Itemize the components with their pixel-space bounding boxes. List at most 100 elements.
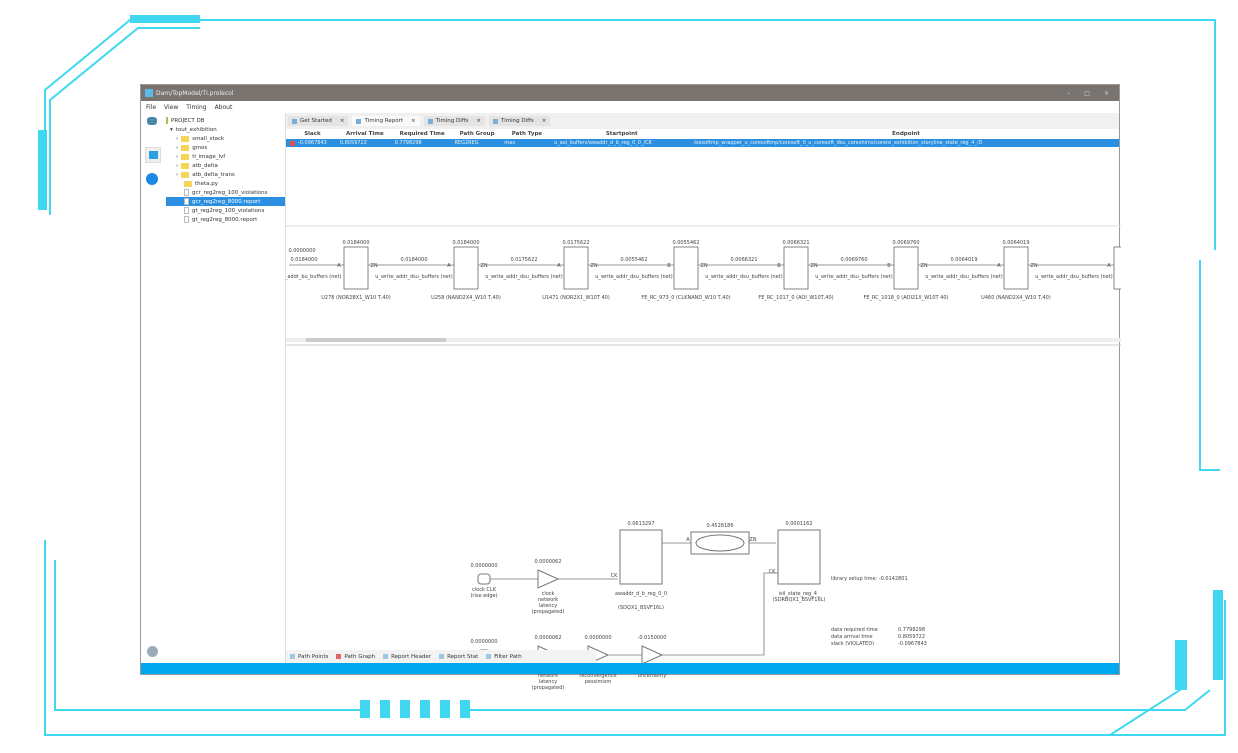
- path-stage[interactable]: 0.0064019 A ZN u_write_addr_dsu_buffers (ne…: [925, 240, 1059, 301]
- minimize-button[interactable]: –: [1067, 89, 1071, 97]
- menu-view[interactable]: View: [164, 103, 179, 111]
- tab-icon: [356, 118, 362, 124]
- table-cell: max: [504, 140, 516, 146]
- table-cell: 0.8059722: [339, 140, 367, 146]
- tab-3[interactable]: Timing Diffs ×: [489, 116, 551, 126]
- file-icon: [184, 216, 189, 223]
- component-label: clock CLK: [472, 587, 497, 593]
- bottom-tab-1[interactable]: Path Graph: [336, 654, 375, 660]
- project-tree: PROJECT DB ▾ tout_exhibition › small_sta…: [166, 116, 285, 224]
- close-tab-icon[interactable]: ×: [476, 118, 482, 124]
- path-stage[interactable]: 0.0175622 A ZN u_write_addr_dsu_buffers (ne…: [485, 240, 619, 301]
- cell-block[interactable]: [1003, 246, 1029, 290]
- clock-time-label: 0.0000000: [470, 639, 497, 645]
- tree-item[interactable]: gcr_reg2reg_8000.report: [166, 197, 285, 206]
- table-cell: REG2REG: [454, 140, 479, 146]
- table-cell: /oesoftmp_wrapper_u_coresoftmp/coresoft_…: [693, 140, 983, 146]
- close-tab-icon[interactable]: ×: [541, 118, 547, 124]
- close-tab-icon[interactable]: ×: [339, 118, 345, 124]
- path-stage[interactable]: Au_write_addr_dsu_buffers (net): [1035, 246, 1121, 290]
- tree-item-label: atb_delta: [192, 162, 218, 169]
- input-pin-label: A: [337, 263, 341, 269]
- cell-block[interactable]: [563, 246, 589, 290]
- component-label: network: [538, 673, 558, 679]
- close-tab-icon[interactable]: ×: [411, 118, 416, 124]
- app-window: Dam/TopModel/TI.prolecol – □ × File View…: [140, 84, 1121, 691]
- capture-flipflop[interactable]: [777, 529, 821, 585]
- column-header[interactable]: Endpoint: [892, 131, 920, 137]
- column-header[interactable]: Arrival Time: [345, 131, 384, 137]
- tab-2[interactable]: Timing Diffs ×: [423, 116, 486, 126]
- tab-0[interactable]: Get Started ×: [288, 116, 349, 126]
- summary-label: data required time: [831, 627, 878, 633]
- path-stage[interactable]: 0.0055462 B ZN u_write_addr_dsu_buffers (ne…: [595, 240, 730, 301]
- project-icon[interactable]: [147, 117, 157, 125]
- scrollbar-thumb[interactable]: [306, 338, 446, 342]
- uncertainty-buffer[interactable]: [641, 645, 664, 665]
- tree-item[interactable]: › atb_delta_trans: [176, 171, 235, 178]
- window-title: Dam/TopModel/TI.prolecol: [156, 89, 234, 97]
- horizontal-scrollbar[interactable]: [286, 338, 1121, 342]
- menu-file[interactable]: File: [146, 103, 157, 111]
- column-header[interactable]: Path Type: [511, 131, 543, 137]
- column-header[interactable]: Slack: [304, 131, 321, 137]
- tree-item[interactable]: gcr_reg2reg_100_violations: [166, 188, 285, 197]
- tree-root[interactable]: PROJECT DB: [166, 116, 285, 125]
- cell-block[interactable]: [893, 246, 919, 290]
- tree-group[interactable]: ▾ tout_exhibition: [170, 126, 217, 133]
- cell-block[interactable]: [343, 246, 369, 290]
- column-header[interactable]: Required Time: [399, 131, 445, 137]
- main-panel: Get Started × Timing Report × Timing Diffs × T…: [286, 113, 1121, 691]
- output-pin-label: ZN: [700, 263, 707, 269]
- column-header[interactable]: Startpoint: [605, 131, 638, 137]
- monitor-icon[interactable]: [145, 147, 161, 163]
- tree-item[interactable]: gt_reg2reg_8000.report: [166, 215, 285, 224]
- bottom-tab-0[interactable]: Path Points: [290, 654, 328, 660]
- cell-block[interactable]: [1113, 246, 1121, 290]
- tree-item[interactable]: gt_reg2reg_100_violations: [166, 206, 285, 215]
- menu-about[interactable]: About: [214, 103, 233, 111]
- tab-label: Timing Diffs: [501, 118, 534, 124]
- column-header[interactable]: Path Group: [459, 131, 495, 137]
- tree-item[interactable]: › small_stack: [176, 135, 225, 142]
- bottom-tab-icon: [486, 654, 492, 659]
- clock-buffer[interactable]: [537, 569, 560, 589]
- gear-icon[interactable]: [147, 646, 158, 657]
- path-stage[interactable]: 0.0184000 A ZN u_write_addr_dsu_buffers (ne…: [375, 240, 509, 301]
- maximize-button[interactable]: □: [1084, 89, 1090, 97]
- tree-item[interactable]: › tl_image_lvf: [176, 153, 226, 160]
- latency-label: 0.0000062: [534, 635, 561, 641]
- sidebar: PROJECT DB ▾ tout_exhibition › small_sta…: [141, 113, 286, 663]
- table-row[interactable]: -0.0967843 0.8059722 0.7798298 REG2REG max u_…: [286, 139, 1119, 147]
- path-stage[interactable]: 0.0069760 B ZN u_write_addr_dsu_buffers (ne…: [815, 240, 949, 301]
- path-stage[interactable]: 0.0184000 A ZN u_write_addr_bu_buffers (net…: [286, 240, 399, 301]
- bottom-tab-3[interactable]: Report Stat: [439, 654, 478, 660]
- file-icon: [184, 189, 189, 196]
- tree-root-label: PROJECT DB: [171, 117, 205, 124]
- summary-label: data arrival time: [831, 634, 873, 640]
- settings-icon[interactable]: [146, 173, 158, 185]
- cell-block[interactable]: [453, 246, 479, 290]
- output-pin-label: ZN: [810, 263, 817, 269]
- tree-item[interactable]: › gmos: [176, 144, 208, 151]
- cell-block[interactable]: [673, 246, 699, 290]
- path-stage[interactable]: 0.0066321 B ZN u_write_addr_dsu_buffers (ne…: [705, 240, 839, 301]
- net-label: u_write_addr_dsu_buffers (net): [815, 274, 892, 280]
- file-icon: [184, 198, 189, 205]
- tab-label: Get Started: [300, 118, 332, 124]
- clock-source-icon[interactable]: [477, 573, 491, 585]
- tree-item[interactable]: › atb_delta: [176, 162, 218, 169]
- net-delay-label: 0.0184000: [290, 257, 317, 263]
- bottom-tab-4[interactable]: Filter Path: [486, 654, 522, 660]
- menu-timing[interactable]: Timing: [186, 103, 207, 111]
- tab-1[interactable]: Timing Report ×: [352, 116, 420, 126]
- bottom-tab-2[interactable]: Report Header: [383, 654, 431, 660]
- tree-item[interactable]: theta.py: [166, 179, 285, 188]
- launch-flipflop[interactable]: [619, 529, 663, 585]
- component-label: clock: [542, 591, 555, 597]
- ff-delay-label: 0.0001162: [785, 521, 812, 527]
- cell-label: U278 (NOR2BX1_W10 T,40): [321, 295, 391, 301]
- close-button[interactable]: ×: [1103, 89, 1109, 97]
- cell-block[interactable]: [783, 246, 809, 290]
- latency-label: 0.0000062: [534, 559, 561, 565]
